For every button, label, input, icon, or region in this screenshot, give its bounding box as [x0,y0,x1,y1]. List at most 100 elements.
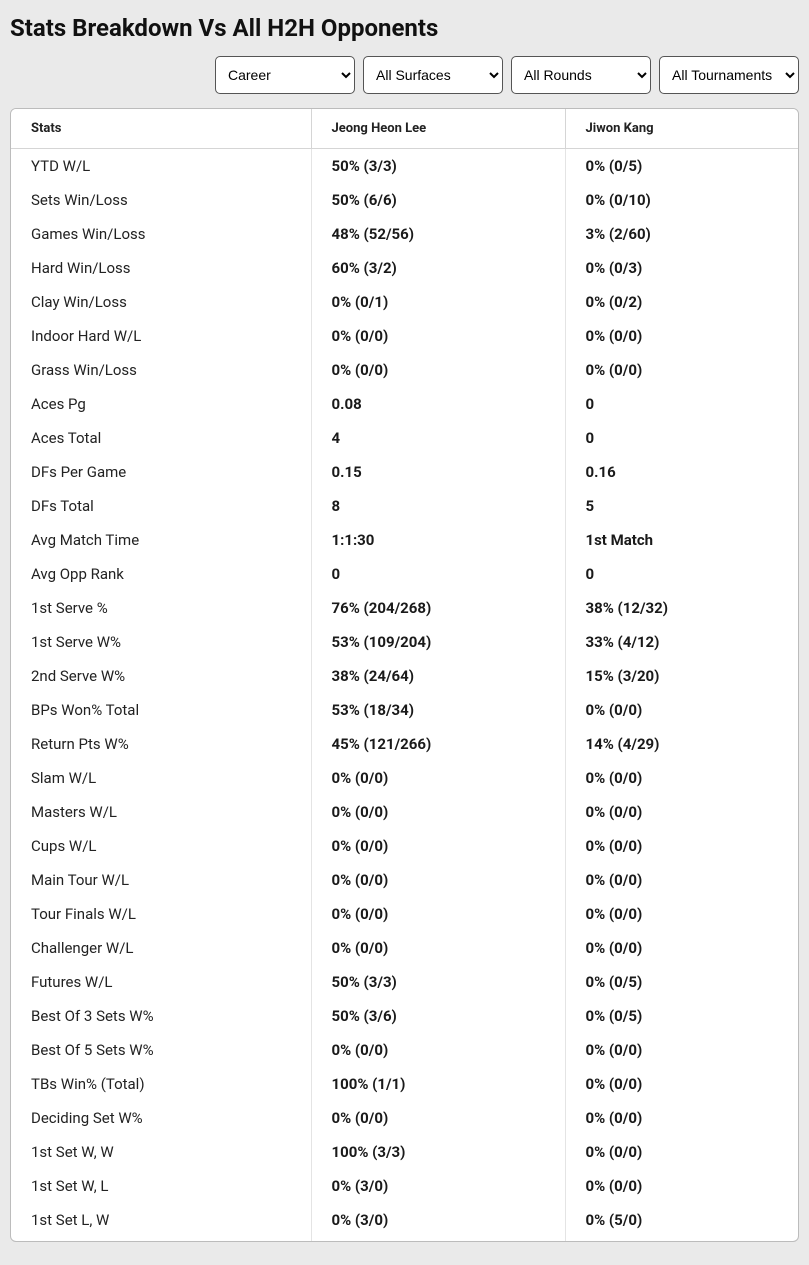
stat-label: Hard Win/Loss [11,251,311,285]
stat-value-player2: 0% (0/5) [565,999,798,1033]
table-row: 1st Serve %76% (204/268)38% (12/32) [11,591,798,625]
col-header-stats: Stats [11,109,311,149]
stat-value-player2: 0% (0/0) [565,897,798,931]
stat-value-player1: 0% (0/0) [311,931,565,965]
stat-value-player1: 0% (0/1) [311,285,565,319]
table-row: Slam W/L0% (0/0)0% (0/0) [11,761,798,795]
stat-value-player2: 3% (2/60) [565,217,798,251]
table-row: Avg Match Time1:1:301st Match [11,523,798,557]
stat-value-player2: 38% (12/32) [565,591,798,625]
stat-value-player1: 50% (3/3) [311,965,565,999]
table-row: Aces Total40 [11,421,798,455]
stat-label: Avg Opp Rank [11,557,311,591]
stat-value-player2: 0% (0/5) [565,965,798,999]
stat-label: Deciding Set W% [11,1101,311,1135]
stat-value-player2: 0% (0/10) [565,183,798,217]
table-row: 1st Set W, W100% (3/3)0% (0/0) [11,1135,798,1169]
stat-value-player2: 0% (0/0) [565,863,798,897]
stat-label: Games Win/Loss [11,217,311,251]
stat-value-player2: 1st Match [565,523,798,557]
stat-value-player1: 4 [311,421,565,455]
stat-value-player1: 0% (0/0) [311,1101,565,1135]
stat-label: Sets Win/Loss [11,183,311,217]
table-row: Futures W/L50% (3/3)0% (0/5) [11,965,798,999]
stat-value-player2: 0% (0/0) [565,829,798,863]
stat-value-player1: 0% (0/0) [311,829,565,863]
rounds-select[interactable]: All Rounds [511,56,651,94]
stat-label: Best Of 5 Sets W% [11,1033,311,1067]
stat-value-player1: 0% (0/0) [311,319,565,353]
stat-value-player2: 0% (5/0) [565,1203,798,1241]
stat-value-player1: 1:1:30 [311,523,565,557]
stat-label: 1st Serve % [11,591,311,625]
stat-value-player2: 0% (0/0) [565,795,798,829]
stat-label: 1st Serve W% [11,625,311,659]
stat-value-player1: 50% (6/6) [311,183,565,217]
stat-label: Challenger W/L [11,931,311,965]
stat-value-player1: 50% (3/3) [311,149,565,184]
stat-value-player2: 0% (0/0) [565,693,798,727]
stats-table: Stats Jeong Heon Lee Jiwon Kang YTD W/L5… [11,109,798,1241]
stat-label: Avg Match Time [11,523,311,557]
stat-value-player1: 60% (3/2) [311,251,565,285]
stat-value-player1: 38% (24/64) [311,659,565,693]
table-row: Sets Win/Loss50% (6/6)0% (0/10) [11,183,798,217]
table-row: Clay Win/Loss0% (0/1)0% (0/2) [11,285,798,319]
stat-label: DFs Total [11,489,311,523]
stat-value-player2: 0% (0/3) [565,251,798,285]
stat-value-player2: 0% (0/0) [565,1033,798,1067]
tournaments-select[interactable]: All Tournaments [659,56,799,94]
page-title: Stats Breakdown Vs All H2H Opponents [10,14,799,42]
stat-value-player2: 0% (0/0) [565,761,798,795]
table-row: Indoor Hard W/L0% (0/0)0% (0/0) [11,319,798,353]
stat-label: Tour Finals W/L [11,897,311,931]
stat-label: 2nd Serve W% [11,659,311,693]
stat-label: DFs Per Game [11,455,311,489]
stat-label: Aces Total [11,421,311,455]
stat-value-player1: 53% (109/204) [311,625,565,659]
stat-value-player1: 0.15 [311,455,565,489]
table-row: Tour Finals W/L0% (0/0)0% (0/0) [11,897,798,931]
col-header-player2: Jiwon Kang [565,109,798,149]
table-row: Games Win/Loss48% (52/56)3% (2/60) [11,217,798,251]
table-row: Masters W/L0% (0/0)0% (0/0) [11,795,798,829]
table-row: Avg Opp Rank00 [11,557,798,591]
stat-label: BPs Won% Total [11,693,311,727]
table-row: Main Tour W/L0% (0/0)0% (0/0) [11,863,798,897]
stat-value-player1: 0% (0/0) [311,761,565,795]
stat-value-player1: 8 [311,489,565,523]
career-select[interactable]: Career [215,56,355,94]
stat-label: Best Of 3 Sets W% [11,999,311,1033]
stat-label: Cups W/L [11,829,311,863]
stat-label: Indoor Hard W/L [11,319,311,353]
stat-value-player2: 0.16 [565,455,798,489]
stat-value-player2: 5 [565,489,798,523]
stat-value-player2: 0% (0/0) [565,931,798,965]
stat-label: Main Tour W/L [11,863,311,897]
table-row: Aces Pg0.080 [11,387,798,421]
col-header-player1: Jeong Heon Lee [311,109,565,149]
table-row: 1st Serve W%53% (109/204)33% (4/12) [11,625,798,659]
stat-value-player1: 0% (0/0) [311,1033,565,1067]
stat-value-player1: 0% (3/0) [311,1203,565,1241]
table-header-row: Stats Jeong Heon Lee Jiwon Kang [11,109,798,149]
stat-label: 1st Set L, W [11,1203,311,1241]
stat-value-player2: 0% (0/2) [565,285,798,319]
stat-label: Futures W/L [11,965,311,999]
table-row: DFs Total85 [11,489,798,523]
surfaces-select[interactable]: All Surfaces [363,56,503,94]
stat-value-player2: 0 [565,421,798,455]
table-row: Deciding Set W%0% (0/0)0% (0/0) [11,1101,798,1135]
stat-value-player2: 0% (0/0) [565,319,798,353]
table-row: Best Of 3 Sets W%50% (3/6)0% (0/5) [11,999,798,1033]
stat-value-player1: 76% (204/268) [311,591,565,625]
table-row: 1st Set W, L0% (3/0)0% (0/0) [11,1169,798,1203]
stat-value-player2: 0% (0/0) [565,353,798,387]
table-row: Return Pts W%45% (121/266)14% (4/29) [11,727,798,761]
stat-value-player1: 48% (52/56) [311,217,565,251]
stat-value-player1: 0% (0/0) [311,795,565,829]
stat-value-player2: 14% (4/29) [565,727,798,761]
stat-value-player2: 0% (0/5) [565,149,798,184]
stat-value-player1: 0% (0/0) [311,897,565,931]
stat-value-player1: 45% (121/266) [311,727,565,761]
